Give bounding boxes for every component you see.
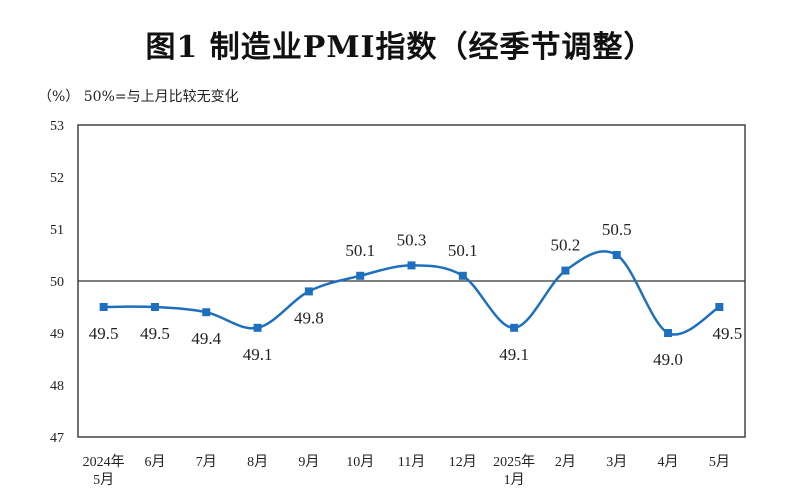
x-tick-label: 12月 <box>449 454 477 470</box>
data-label: 49.5 <box>89 324 119 343</box>
data-point-marker <box>304 287 313 296</box>
x-tick-label: 7月 <box>196 454 217 470</box>
x-tick-label: 3月 <box>606 454 627 470</box>
data-label: 50.3 <box>397 230 427 249</box>
data-label: 49.1 <box>499 345 529 364</box>
data-label: 49.4 <box>191 329 221 348</box>
data-point-marker <box>202 308 211 317</box>
unit-note: （%） 50%=与上月比较无变化 <box>38 89 239 105</box>
x-tick-label: 8月 <box>247 454 268 470</box>
data-label: 50.1 <box>345 241 375 260</box>
x-tick-label: 11月 <box>398 454 425 470</box>
data-point-marker <box>458 271 467 280</box>
data-label: 50.2 <box>551 236 581 255</box>
data-point-marker <box>561 266 570 275</box>
data-label: 49.5 <box>712 324 742 343</box>
y-tick-label: 49 <box>50 327 64 342</box>
y-tick-label: 48 <box>50 379 64 394</box>
data-label: 49.8 <box>294 308 324 327</box>
data-point-marker <box>612 251 621 259</box>
data-point-marker <box>253 323 262 332</box>
x-tick-label: 5月 <box>709 454 730 470</box>
data-label: 50.1 <box>448 241 478 260</box>
y-tick-label: 52 <box>50 171 64 186</box>
x-tick-label: 2025年 <box>493 454 535 470</box>
data-point-marker <box>715 303 724 311</box>
x-tick-label: 10月 <box>346 454 374 470</box>
x-tick-label: 5月 <box>93 472 114 488</box>
y-tick-label: 47 <box>50 431 64 446</box>
data-label: 49.1 <box>243 345 273 364</box>
data-point-marker <box>510 323 519 332</box>
data-label: 50.5 <box>602 220 632 239</box>
x-tick-label: 6月 <box>144 454 165 470</box>
chart-title: 图1 制造业PMI指数（经季节调整） <box>145 30 655 65</box>
data-point-marker <box>407 261 416 270</box>
data-label: 49.0 <box>653 350 683 369</box>
x-tick-label: 2月 <box>555 454 576 470</box>
y-tick-label: 53 <box>50 119 64 134</box>
x-tick-label: 2024年 <box>83 454 125 470</box>
x-tick-label: 4月 <box>658 454 679 470</box>
y-tick-label: 51 <box>50 223 64 238</box>
data-point-marker <box>664 329 673 337</box>
y-tick-label: 50 <box>50 275 64 290</box>
data-point-marker <box>150 303 159 311</box>
data-label: 49.5 <box>140 324 170 343</box>
data-point-marker <box>99 303 108 311</box>
x-tick-label: 9月 <box>298 454 319 470</box>
data-point-marker <box>356 271 365 280</box>
x-tick-label: 1月 <box>504 472 525 488</box>
